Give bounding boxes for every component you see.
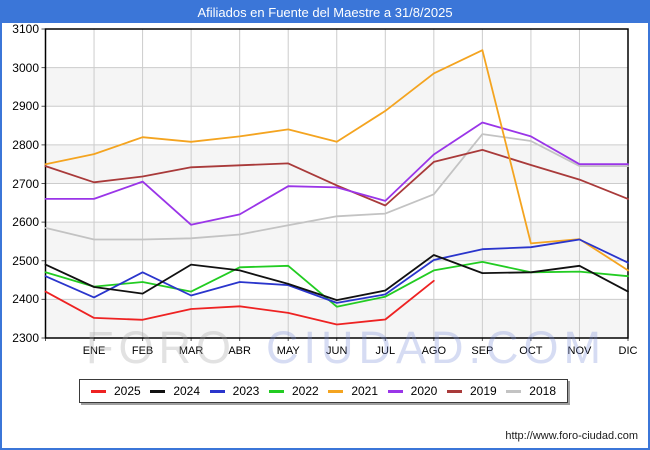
- x-tick-label-ene: ENE: [82, 345, 106, 357]
- chart-title: Afiliados en Fuente del Maestre a 31/8/2…: [197, 5, 453, 20]
- legend-label-2021: 2021: [351, 384, 379, 398]
- y-tick-label: 3100: [12, 22, 39, 36]
- x-tick-label-mar: MAR: [178, 345, 204, 357]
- series-line-2021: [44, 49, 629, 272]
- legend-item-2023: 2023: [209, 384, 260, 398]
- plot-svg: [41, 28, 629, 341]
- x-tick-label-may: MAY: [276, 345, 300, 357]
- legend-item-2021: 2021: [328, 384, 378, 398]
- legend-label-2024: 2024: [173, 384, 201, 398]
- legend-label-2020: 2020: [410, 384, 438, 398]
- x-tick-label-feb: FEB: [131, 345, 154, 357]
- legend-item-2018: 2018: [506, 384, 556, 398]
- chart-canvas: 2300 2400 2500 2600 2700 2800 2900 3000 3100 ENE…: [2, 22, 648, 448]
- legend-label-2018: 2018: [529, 384, 556, 398]
- x-tick-label-nov: NOV: [567, 345, 592, 357]
- legend-label-2023: 2023: [232, 384, 260, 398]
- y-tick-label: 2400: [12, 292, 39, 307]
- legend-item-2025: 2025: [91, 384, 141, 398]
- legend: 2025 2024 2023 2022 2021 2020 2019 2018: [79, 379, 568, 403]
- y-tick-label: 2900: [12, 99, 39, 114]
- y-tick-label: 3000: [12, 60, 39, 75]
- series-line-2019: [44, 149, 629, 207]
- series-line-2023: [44, 238, 629, 304]
- legend-item-2019: 2019: [446, 384, 497, 398]
- legend-swatch-2018: [506, 389, 522, 393]
- legend-item-2020: 2020: [387, 384, 438, 398]
- y-tick-label: 2800: [12, 137, 39, 152]
- series-line-2018: [44, 133, 629, 241]
- legend-swatch-2022: [268, 389, 284, 393]
- plot-border: [44, 28, 629, 339]
- x-tick-label-abr: ABR: [228, 345, 251, 357]
- series-line-2020: [44, 121, 629, 226]
- x-tick-label-oct: OCT: [519, 345, 543, 357]
- x-tick-label-jun: JUN: [326, 345, 348, 357]
- legend-item-2022: 2022: [268, 384, 319, 398]
- legend-swatch-2025: [91, 389, 106, 393]
- series-line-2024: [44, 254, 629, 302]
- legend-label-2022: 2022: [291, 384, 319, 398]
- legend-swatch-2023: [209, 389, 225, 393]
- y-tick-label: 2300: [12, 331, 39, 345]
- x-tick-label-ago: AGO: [421, 345, 447, 357]
- title-bar: Afiliados en Fuente del Maestre a 31/8/2…: [2, 2, 648, 23]
- legend-swatch-2024: [150, 389, 166, 393]
- series-line-2025: [44, 279, 435, 326]
- y-tick-label: 2500: [12, 253, 39, 268]
- x-tick-label-sep: SEP: [471, 345, 494, 357]
- legend-label-2025: 2025: [114, 384, 141, 398]
- legend-swatch-2021: [328, 389, 344, 393]
- legend-label-2019: 2019: [469, 384, 497, 398]
- x-tick-label-dic: DIC: [618, 345, 638, 357]
- y-tick-label: 2600: [12, 215, 39, 230]
- footer-url-link[interactable]: http://www.foro-ciudad.com: [505, 430, 638, 442]
- legend-swatch-2020: [387, 389, 403, 393]
- legend-swatch-2019: [446, 389, 462, 393]
- legend-item-2024: 2024: [150, 384, 200, 398]
- x-tick-label-jul: JUL: [375, 345, 396, 357]
- y-tick-label: 2700: [12, 176, 39, 191]
